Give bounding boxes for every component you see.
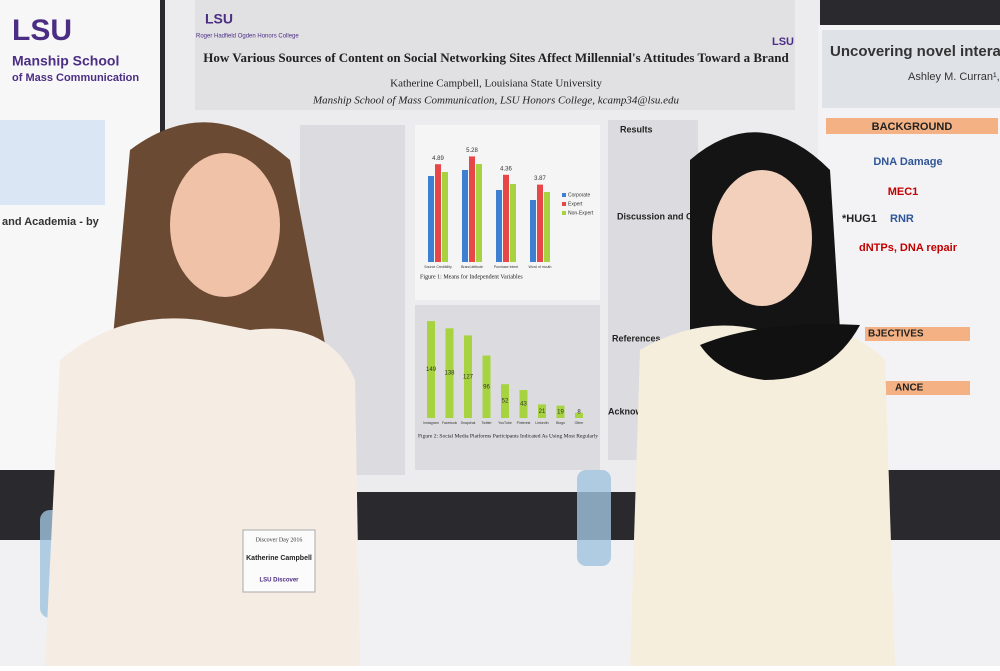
left-logo: LSU [12, 14, 72, 47]
bar [503, 174, 509, 262]
label: RNR [890, 213, 914, 225]
bar [428, 176, 434, 262]
bar [575, 412, 583, 418]
bar [462, 170, 468, 262]
figures: 4.89 Source Credibility 5.28 Brand attitude… [423, 148, 594, 425]
bar [519, 390, 528, 418]
poster-title: How Various Sources of Content on Social… [203, 50, 789, 65]
x-label: Blogs [556, 421, 565, 425]
bar [537, 184, 543, 262]
poster-author: Katherine Campbell, Louisiana State Univ… [390, 78, 602, 90]
legend-label: Expert [568, 201, 583, 207]
value-label: 5.28 [466, 148, 478, 154]
poster-header [195, 0, 795, 110]
x-label: Instagram [423, 421, 439, 425]
x-label: Facebook [442, 421, 458, 425]
value-label: 43 [520, 402, 527, 408]
label: ANCE [895, 383, 924, 394]
bottle [577, 470, 611, 566]
legend-swatch [562, 202, 566, 206]
value-label: 4.36 [500, 166, 512, 172]
band [880, 381, 970, 395]
blouse [45, 318, 360, 666]
legend-label: Corporate [568, 192, 590, 198]
x-label: Source Credibility [424, 265, 452, 269]
value-label: 52 [502, 399, 509, 405]
right-title: Uncovering novel intera [830, 43, 1000, 60]
tag-name: Katherine Campbell [246, 555, 312, 562]
bar [445, 328, 454, 418]
bar [538, 404, 546, 418]
value-label: 96 [483, 384, 490, 390]
name-tag [242, 529, 316, 593]
x-label: YouTube [498, 421, 512, 425]
tag-event: Discover Day 2016 [256, 537, 303, 543]
bar [427, 321, 435, 418]
x-label: Pinterest [517, 421, 531, 425]
bar [435, 164, 441, 262]
bar [482, 355, 491, 418]
bar [544, 192, 550, 262]
band [826, 118, 998, 134]
left-school-sub: of Mass Communication [12, 72, 139, 84]
x-label: Purchase intent [494, 265, 518, 269]
poster-logo-right: LSU [772, 36, 794, 48]
label: *HUG1 [842, 213, 877, 225]
value-label: 127 [463, 374, 474, 380]
bar [442, 172, 448, 262]
bar [476, 164, 482, 262]
figure2-caption: Figure 2: Social Media Platforms Partici… [418, 432, 598, 439]
poster-logo: LSU [205, 11, 233, 27]
bar [501, 384, 509, 418]
label: MEC1 [888, 186, 919, 198]
section-heading: Discussion and Conclu [617, 211, 717, 221]
legend-label: Non-Expert [568, 210, 594, 216]
left-heading: and Academia - by [2, 216, 100, 228]
bar [510, 184, 516, 262]
poster-college: Roger Hadfield Ogden Honors College [196, 34, 299, 40]
x-label: Word of mouth [529, 265, 552, 269]
section-heading: Results [620, 124, 653, 134]
bar [464, 335, 472, 418]
label: DNA Damage [873, 156, 942, 168]
value-label: 3.87 [534, 176, 546, 182]
value-label: 138 [444, 371, 455, 377]
label: BJECTIVES [868, 329, 924, 340]
legend-swatch [562, 211, 566, 215]
lace-top [630, 325, 895, 666]
value-label: 19 [557, 409, 564, 415]
bar [530, 200, 536, 262]
x-label: Snapchat [461, 421, 476, 425]
right-author: Ashley M. Curran¹, Wi [908, 71, 1000, 83]
value-label: 4.89 [432, 156, 444, 162]
poster-affiliation: Manship School of Mass Communication, LS… [312, 95, 680, 107]
x-label: Brand attitude [461, 265, 483, 269]
collar [700, 324, 860, 380]
value-label: 21 [539, 409, 546, 415]
face [170, 153, 280, 297]
tag-logo: LSU Discover [259, 578, 299, 584]
right-header [822, 30, 1000, 108]
x-label: LinkedIn [535, 421, 548, 425]
bar [469, 156, 475, 262]
legend-swatch [562, 193, 566, 197]
bar [496, 190, 502, 262]
band [865, 327, 970, 341]
x-label: Other [575, 421, 585, 425]
right-background: BACKGROUND [872, 121, 953, 133]
bar [556, 405, 565, 418]
section-heading: References [612, 333, 661, 343]
section-heading: Acknowl [608, 406, 645, 416]
value-label: 149 [426, 367, 437, 373]
left-table [0, 120, 105, 205]
x-label: Twitter [481, 421, 492, 425]
face [712, 170, 812, 306]
left-school: Manship School [12, 53, 119, 69]
value-label: 8 [577, 410, 581, 416]
figure1-caption: Figure 1: Means for Independent Variable… [420, 273, 523, 280]
label: dNTPs, DNA repair [859, 242, 958, 254]
